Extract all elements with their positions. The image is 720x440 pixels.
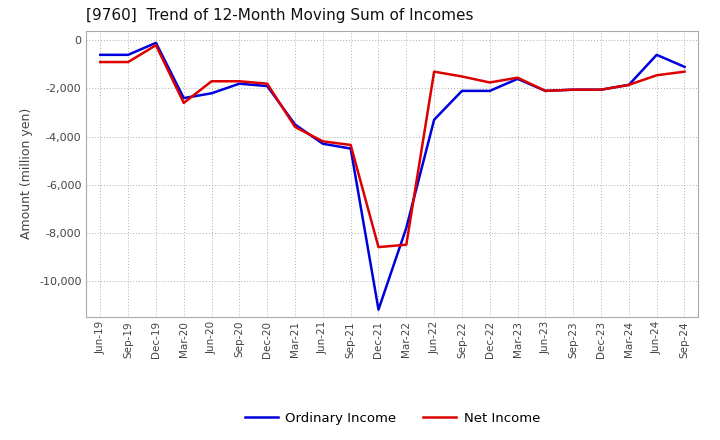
Ordinary Income bbox=[597, 87, 606, 92]
Net Income bbox=[207, 79, 216, 84]
Net Income bbox=[485, 80, 494, 85]
Ordinary Income bbox=[569, 87, 577, 92]
Net Income bbox=[569, 87, 577, 92]
Net Income bbox=[458, 74, 467, 79]
Ordinary Income bbox=[179, 95, 188, 101]
Ordinary Income bbox=[235, 81, 243, 86]
Net Income bbox=[680, 69, 689, 74]
Ordinary Income bbox=[318, 141, 327, 147]
Ordinary Income bbox=[430, 117, 438, 122]
Net Income bbox=[96, 59, 104, 65]
Net Income bbox=[402, 242, 410, 247]
Net Income bbox=[652, 73, 661, 78]
Net Income bbox=[374, 245, 383, 250]
Ordinary Income bbox=[652, 52, 661, 58]
Line: Ordinary Income: Ordinary Income bbox=[100, 43, 685, 310]
Net Income bbox=[318, 139, 327, 144]
Ordinary Income bbox=[346, 146, 355, 151]
Net Income bbox=[263, 81, 271, 86]
Ordinary Income bbox=[207, 91, 216, 96]
Ordinary Income bbox=[152, 40, 161, 45]
Net Income bbox=[152, 43, 161, 48]
Net Income bbox=[291, 124, 300, 129]
Net Income bbox=[624, 82, 633, 88]
Ordinary Income bbox=[458, 88, 467, 94]
Legend: Ordinary Income, Net Income: Ordinary Income, Net Income bbox=[239, 407, 546, 430]
Net Income bbox=[235, 79, 243, 84]
Net Income bbox=[346, 142, 355, 147]
Ordinary Income bbox=[624, 82, 633, 88]
Net Income bbox=[430, 69, 438, 74]
Y-axis label: Amount (million yen): Amount (million yen) bbox=[20, 108, 34, 239]
Net Income bbox=[124, 59, 132, 65]
Ordinary Income bbox=[263, 84, 271, 89]
Line: Net Income: Net Income bbox=[100, 45, 685, 247]
Ordinary Income bbox=[291, 122, 300, 127]
Ordinary Income bbox=[402, 225, 410, 231]
Net Income bbox=[513, 75, 522, 81]
Ordinary Income bbox=[485, 88, 494, 94]
Net Income bbox=[541, 88, 550, 94]
Net Income bbox=[179, 100, 188, 106]
Ordinary Income bbox=[374, 307, 383, 312]
Text: [9760]  Trend of 12-Month Moving Sum of Incomes: [9760] Trend of 12-Month Moving Sum of I… bbox=[86, 7, 474, 23]
Ordinary Income bbox=[680, 64, 689, 70]
Ordinary Income bbox=[96, 52, 104, 58]
Ordinary Income bbox=[124, 52, 132, 58]
Ordinary Income bbox=[541, 88, 550, 94]
Net Income bbox=[597, 87, 606, 92]
Ordinary Income bbox=[513, 76, 522, 81]
